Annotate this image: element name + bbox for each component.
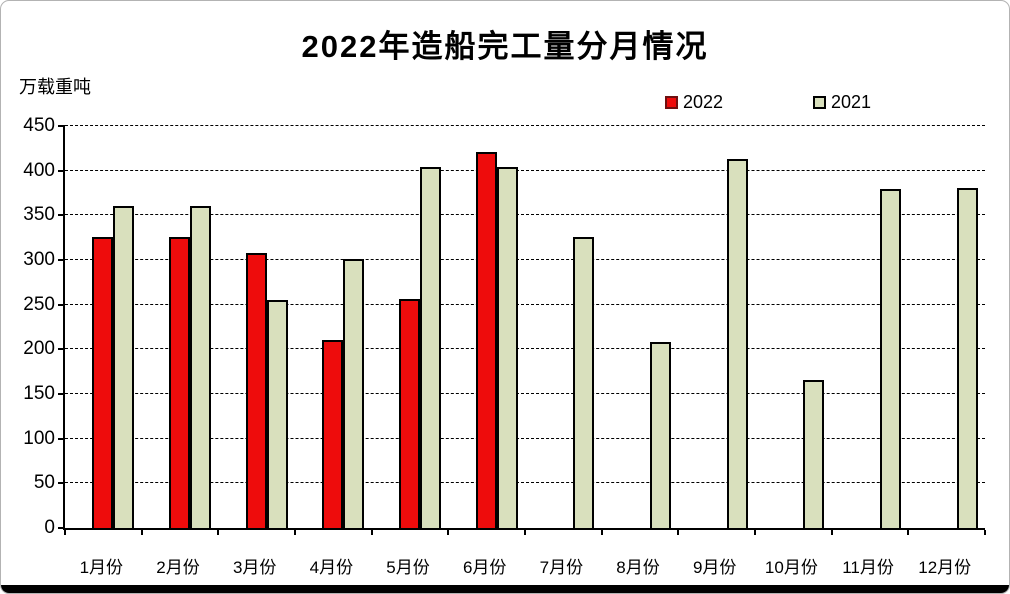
x-axis-tick [524, 530, 526, 535]
gridline-350 [65, 214, 985, 216]
y-axis-tick-label: 250 [23, 293, 55, 315]
x-axis-label-2月份: 2月份 [156, 558, 200, 577]
x-axis-tick [830, 530, 833, 535]
y-axis-tick-label: 0 [44, 517, 55, 538]
y-axis-tick-label: 450 [23, 115, 55, 136]
bar-2021-9月份 [726, 159, 748, 528]
x-axis-label-12月份: 12月份 [918, 558, 972, 577]
legend-label-2022: 2022 [683, 92, 724, 112]
bar-group-7月份 [535, 126, 612, 528]
y-axis-tick-label: 300 [23, 249, 55, 270]
x-axis-label-3月份: 3月份 [232, 558, 277, 577]
bar-2022-3月份 [245, 252, 267, 528]
legend-swatch-2021-icon [813, 96, 826, 109]
bar-2021-11月份 [880, 189, 902, 528]
gridline-450 [65, 125, 985, 126]
bar-2022-4月份 [322, 340, 344, 528]
bar-groups [65, 126, 985, 528]
bar-2021-7月份 [573, 236, 595, 528]
legend-label-2021: 2021 [831, 92, 872, 112]
y-axis-tick-label: 400 [23, 159, 55, 181]
x-axis-tick [370, 530, 373, 535]
gridline-300 [65, 259, 985, 260]
bar-group-2月份 [152, 126, 229, 528]
x-axis-tick [754, 530, 756, 535]
x-axis-tick [140, 530, 143, 535]
bar-2021-5月份 [420, 167, 442, 528]
bar-2022-1月份 [92, 236, 114, 528]
y-axis-tick-label: 50 [33, 472, 55, 494]
gridline-50 [65, 482, 985, 484]
y-axis-tick [58, 527, 65, 529]
bar-group-12月份 [918, 126, 995, 528]
x-axis-tick [64, 530, 66, 535]
y-axis-tick-label: 100 [23, 427, 55, 449]
gridline-150 [65, 393, 985, 394]
x-axis-category-labels: 1月份 2月份 3月份 4月份 5月份 6月份 7月份 8月份 9月份 10月份 11月份 12月份 [63, 553, 983, 578]
x-axis-label-1月份: 1月份 [79, 558, 124, 577]
x-axis-label-6月份: 6月份 [462, 558, 507, 577]
x-axis-tick [677, 530, 680, 535]
y-axis-tick [58, 393, 65, 395]
bottom-border-bar [1, 585, 1009, 593]
y-axis-tick [58, 348, 65, 351]
bar-group-1月份 [75, 126, 152, 528]
bar-2021-10月份 [803, 379, 825, 528]
y-axis-tick [58, 214, 65, 217]
bar-2021-12月份 [956, 187, 978, 528]
bar-group-11月份 [842, 126, 919, 528]
y-axis-tick-label: 150 [23, 383, 55, 404]
bar-group-4月份 [305, 126, 382, 528]
legend-item-2022: 2022 [665, 92, 723, 113]
x-axis-tick [447, 530, 450, 535]
y-axis-unit-label: 万载重吨 [19, 77, 91, 97]
y-axis-tick [58, 125, 65, 127]
bar-2021-1月份 [113, 206, 135, 528]
y-axis-tick [58, 437, 65, 440]
bar-group-5月份 [382, 126, 459, 528]
bar-2022-5月份 [399, 299, 421, 528]
legend-item-2021: 2021 [813, 92, 871, 113]
x-axis-label-5月份: 5月份 [386, 558, 430, 577]
y-axis-tick [58, 169, 65, 172]
legend-swatch-2022-icon [665, 96, 678, 109]
plot-area [58, 125, 986, 535]
y-axis-tick [58, 259, 65, 261]
chart-title: 2022年造船完工量分月情况 [301, 29, 709, 64]
gridline-200 [65, 348, 985, 350]
bar-group-8月份 [612, 126, 689, 528]
x-axis-label-4月份: 4月份 [309, 558, 354, 577]
x-axis-tick [294, 530, 296, 535]
bar-2021-8月份 [650, 342, 672, 528]
x-axis-tick [217, 530, 220, 535]
bar-group-3月份 [228, 126, 305, 528]
bar-2021-4月份 [343, 259, 365, 528]
bar-2021-2月份 [190, 206, 211, 528]
y-axis-tick-label: 200 [23, 338, 55, 360]
bar-2022-2月份 [169, 236, 190, 528]
gridline-400 [65, 169, 985, 171]
x-axis-tick [600, 530, 603, 535]
x-axis-label-8月份: 8月份 [616, 558, 660, 577]
x-axis-label-7月份: 7月份 [539, 558, 584, 577]
bar-2022-6月份 [475, 151, 497, 528]
bar-2021-6月份 [496, 167, 518, 528]
x-axis-label-10月份: 10月份 [764, 558, 818, 577]
bar-2021-3月份 [266, 300, 288, 528]
y-axis-tick [58, 482, 65, 485]
bar-group-9月份 [688, 126, 765, 528]
x-axis-tick [984, 530, 986, 535]
gridline-100 [65, 437, 985, 439]
x-axis-label-9月份: 9月份 [692, 558, 737, 577]
x-axis-tick [907, 530, 910, 535]
bar-group-6月份 [458, 126, 535, 528]
gridline-250 [65, 303, 985, 305]
x-axis-label-11月份: 11月份 [842, 558, 894, 577]
bar-group-10月份 [765, 126, 842, 528]
y-axis-tick-label: 350 [23, 204, 55, 226]
y-axis-tick [58, 303, 65, 306]
